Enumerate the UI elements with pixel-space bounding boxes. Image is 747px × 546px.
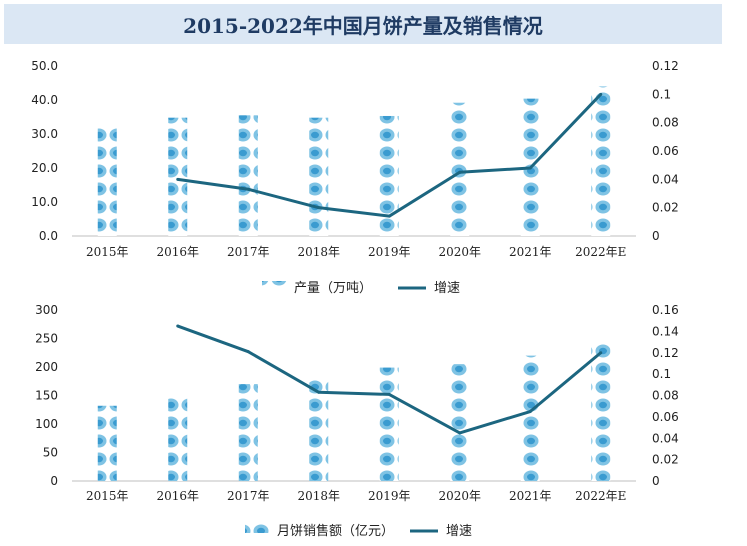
left-axis-tick: 200 [35, 360, 58, 374]
growth-point [317, 206, 321, 210]
x-axis-tick: 2021年 [509, 489, 552, 503]
growth-point [458, 170, 462, 174]
x-axis-tick: 2019年 [368, 489, 411, 503]
growth-point [176, 177, 180, 181]
right-axis-tick: 0.06 [652, 144, 679, 158]
bar [97, 126, 117, 236]
legend-bar-swatch [245, 524, 271, 533]
chart-title-bar: 2015-2022年中国月饼产量及销售情况 [4, 4, 722, 44]
legend-bar-label: 产量（万吨） [294, 281, 372, 296]
x-axis-tick: 2018年 [297, 245, 340, 259]
bar [309, 376, 329, 481]
bar [379, 367, 399, 481]
growth-point [599, 351, 603, 355]
bar [520, 355, 540, 481]
right-axis-tick: 0 [652, 229, 660, 243]
growth-point [246, 350, 250, 354]
growth-point [176, 324, 180, 328]
left-axis-tick: 30.0 [31, 127, 58, 141]
bar [168, 117, 188, 236]
right-axis-tick: 0 [652, 474, 660, 488]
x-axis-tick: 2015年 [86, 489, 129, 503]
bar [591, 86, 611, 237]
growth-point [528, 166, 532, 170]
x-axis-tick: 2018年 [297, 489, 340, 503]
bar [97, 405, 117, 481]
left-axis-tick: 300 [35, 303, 58, 317]
bar [168, 395, 188, 481]
x-axis-tick: 2022年E [575, 489, 626, 503]
left-axis-tick: 50.0 [31, 59, 58, 73]
left-axis-tick: 50 [43, 446, 58, 460]
x-axis-tick: 2016年 [156, 489, 199, 503]
legend-bar-swatch [262, 281, 288, 290]
right-axis-tick: 0.08 [652, 116, 679, 130]
growth-point [528, 410, 532, 414]
growth-point [387, 214, 391, 218]
right-axis-tick: 0.16 [652, 303, 679, 317]
legend-line-label: 增速 [446, 524, 472, 539]
left-axis-tick: 100 [35, 417, 58, 431]
right-axis-tick: 0.08 [652, 389, 679, 403]
x-axis-tick: 2020年 [438, 489, 481, 503]
chart-title: 2015-2022年中国月饼产量及销售情况 [183, 13, 543, 38]
x-axis-tick: 2019年 [368, 245, 411, 259]
growth-point [599, 92, 603, 96]
right-axis-tick: 0.12 [652, 346, 679, 360]
right-axis-tick: 0.02 [652, 201, 679, 215]
right-axis-tick: 0.1 [652, 87, 671, 101]
bar [379, 115, 399, 236]
left-axis-tick: 250 [35, 332, 58, 346]
bar [238, 115, 258, 236]
x-axis-tick: 2021年 [509, 245, 552, 259]
growth-point [317, 390, 321, 394]
bar [591, 343, 611, 481]
left-axis-tick: 40.0 [31, 93, 58, 107]
right-axis-tick: 0.14 [652, 324, 679, 338]
x-axis-tick: 2022年E [575, 245, 626, 259]
x-axis-tick: 2017年 [227, 489, 270, 503]
left-axis-tick: 0 [50, 474, 58, 488]
legend-line-label: 增速 [434, 281, 460, 296]
left-axis-tick: 0.0 [39, 229, 58, 243]
bar [238, 384, 258, 481]
left-axis-tick: 10.0 [31, 195, 58, 209]
bar [309, 117, 329, 236]
right-axis-tick: 0.04 [652, 172, 679, 186]
growth-point [458, 431, 462, 435]
x-axis-tick: 2017年 [227, 245, 270, 259]
right-axis-tick: 0.04 [652, 431, 679, 445]
x-axis-tick: 2016年 [156, 245, 199, 259]
bar [450, 364, 470, 481]
right-axis-tick: 0.1 [652, 367, 671, 381]
left-axis-tick: 20.0 [31, 161, 58, 175]
x-axis-tick: 2020年 [438, 245, 481, 259]
legend-bar-label: 月饼销售额（亿元） [277, 523, 394, 539]
growth-point [246, 187, 250, 191]
left-axis-tick: 150 [35, 389, 58, 403]
right-axis-tick: 0.02 [652, 453, 679, 467]
right-axis-tick: 0.12 [652, 59, 679, 73]
bar [450, 102, 470, 236]
right-axis-tick: 0.06 [652, 410, 679, 424]
growth-point [387, 392, 391, 396]
x-axis-tick: 2015年 [86, 245, 129, 259]
